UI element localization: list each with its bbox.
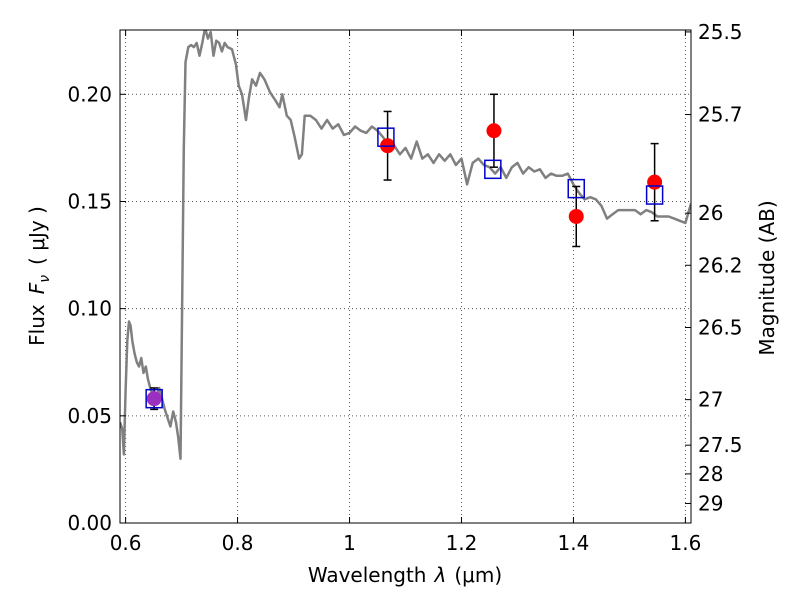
y-tick-label: 0.00 — [67, 511, 112, 535]
y-tick-label: 0.15 — [67, 189, 112, 213]
y2-tick-label: 29 — [698, 491, 723, 515]
y-axis-label-text: Flux — [25, 304, 49, 346]
marker-layer — [145, 93, 664, 411]
y2-tick-label: 26.5 — [698, 316, 743, 340]
y2-tick-label: 26.2 — [698, 253, 743, 277]
model-photometry-square — [377, 127, 395, 147]
observed-point — [486, 123, 502, 139]
y2-tick-label: 28 — [698, 462, 723, 486]
model-photometry-square — [645, 185, 664, 205]
y2-tick-label: 27.5 — [698, 433, 743, 457]
observed-point — [647, 174, 663, 190]
model-photometry-square — [567, 178, 585, 199]
y2-axis-label: Magnitude (AB) — [755, 200, 779, 355]
x-axis-label: Wavelength λ (μm) — [308, 563, 502, 587]
x-tick-label: 1.2 — [446, 531, 478, 555]
y2-tick-label: 27 — [698, 388, 723, 412]
y-axis-label-subscript: ν — [37, 275, 53, 283]
tick-layer: 0.6 0.8 1 1.2 1.4 1.6 0.00 0.05 0.10 0.15 0.20 25.5… — [67, 20, 742, 555]
x-tick-label: 1 — [343, 531, 356, 555]
y-tick-label: 0.10 — [67, 297, 112, 321]
y2-tick-label: 25.7 — [698, 103, 743, 127]
y2-tick-label: 26 — [698, 201, 723, 225]
x-tick-label: 1.6 — [669, 531, 701, 555]
y-axis-label-unit: ( μJy ) — [25, 206, 49, 265]
grid-layer — [120, 30, 691, 523]
y2-tick-label: 25.5 — [698, 20, 743, 44]
x-axis-label-unit: (μm) — [454, 563, 502, 587]
observed-point — [568, 208, 584, 224]
observed-point — [146, 391, 162, 407]
model-photometry-square — [484, 159, 502, 180]
model-photometry-square — [145, 388, 163, 409]
x-tick-label: 0.6 — [110, 531, 142, 555]
y-axis-label-symbol: F — [25, 282, 49, 294]
y-axis-label: Flux Fν ( μJy ) — [25, 206, 53, 346]
series-layer — [120, 30, 691, 460]
y-tick-label: 0.20 — [67, 82, 112, 106]
x-tick-label: 0.8 — [222, 531, 254, 555]
model-spectrum-line — [120, 30, 691, 460]
y-tick-label: 0.05 — [67, 404, 112, 428]
x-axis-label-symbol: λ — [434, 563, 447, 587]
x-axis-label-text: Wavelength — [308, 563, 427, 587]
plot-frame — [119, 29, 692, 524]
x-tick-label: 1.4 — [558, 531, 590, 555]
